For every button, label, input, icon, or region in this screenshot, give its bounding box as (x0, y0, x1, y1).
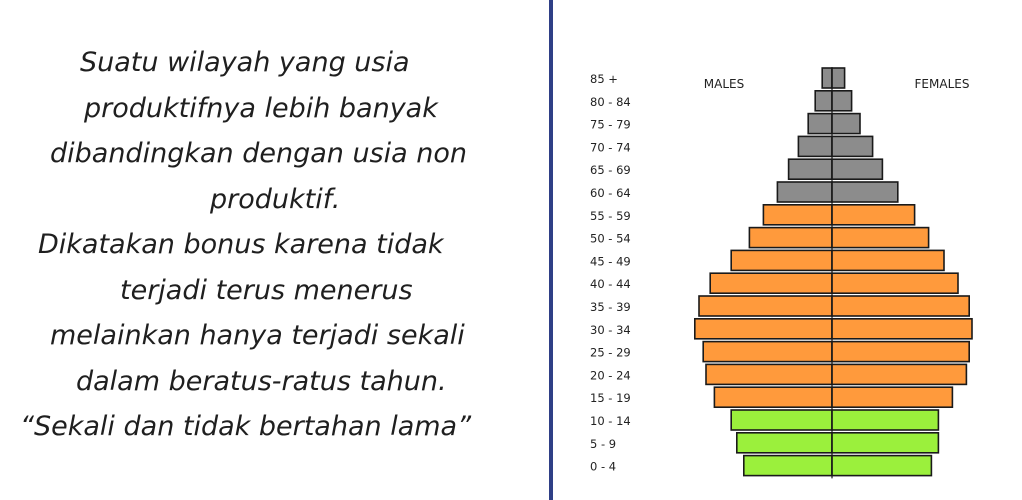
age-label-9: 40 - 44 (590, 277, 631, 291)
age-label-17: 0 - 4 (590, 460, 616, 474)
bar-females-1 (831, 90, 853, 112)
text-line-4: produktif. (210, 183, 341, 215)
bar-males-5 (776, 181, 833, 203)
bar-females-11 (831, 317, 973, 340)
bar-females-0 (831, 67, 846, 89)
bar-females-4 (831, 158, 884, 180)
bar-males-2 (807, 112, 833, 135)
age-label-13: 20 - 24 (590, 368, 631, 382)
bar-males-7 (748, 226, 833, 249)
bar-males-8 (730, 249, 833, 272)
text-line-5: Dikatakan bonus karena tidak (38, 229, 444, 260)
bar-males-6 (762, 204, 833, 226)
bar-males-14 (713, 386, 833, 409)
bar-females-5 (831, 181, 899, 203)
bar-males-16 (736, 431, 833, 454)
bar-males-17 (743, 454, 833, 477)
age-label-1: 80 - 84 (590, 95, 631, 109)
bar-females-9 (831, 272, 959, 295)
age-label-8: 45 - 49 (590, 254, 631, 268)
bar-males-1 (814, 90, 833, 112)
age-label-12: 25 - 29 (590, 346, 631, 360)
age-label-10: 35 - 39 (590, 300, 631, 314)
age-label-6: 55 - 59 (590, 209, 631, 223)
age-label-16: 5 - 9 (590, 437, 616, 451)
population-pyramid-chart: MALES FEMALES 85 + 80 - 84 75 - 79 70 - 74 65 … (590, 67, 973, 479)
bar-females-17 (831, 454, 933, 477)
bar-females-7 (831, 226, 930, 249)
text-line-7: melainkan hanya terjadi sekali (50, 320, 465, 351)
bar-females-12 (831, 340, 970, 363)
text-line-1: Suatu wilayah yang usia (80, 47, 410, 78)
bar-males-0 (821, 67, 833, 89)
description-text: Suatu wilayah yang usia produktifnya lebi… (20, 40, 540, 450)
age-label-14: 15 - 19 (590, 391, 631, 405)
bar-females-14 (831, 386, 954, 409)
age-label-4: 65 - 69 (590, 163, 631, 177)
text-line-6: terjadi terus menerus (120, 274, 413, 306)
label-females: FEMALES (915, 77, 970, 91)
bar-females-16 (831, 431, 940, 454)
bar-males-13 (705, 363, 833, 386)
bar-females-15 (831, 409, 940, 431)
bar-females-8 (831, 249, 945, 272)
vertical-divider (549, 0, 553, 500)
age-label-7: 50 - 54 (590, 232, 631, 246)
age-label-2: 75 - 79 (590, 118, 631, 132)
age-label-3: 70 - 74 (590, 140, 631, 154)
bar-males-15 (730, 409, 833, 431)
bar-females-10 (831, 295, 970, 317)
text-line-8: dalam beratus-ratus tahun. (76, 365, 447, 397)
text-line-2: produktifnya lebih banyak (84, 92, 438, 124)
text-line-3: dibandingkan dengan usia non (50, 138, 467, 169)
bar-females-13 (831, 363, 968, 386)
bar-males-10 (698, 295, 833, 317)
bar-females-3 (831, 135, 874, 158)
bar-males-4 (787, 158, 833, 180)
bar-males-9 (709, 272, 833, 295)
label-males: MALES (704, 77, 744, 91)
text-line-9: “Sekali dan tidak bertahan lama” (20, 411, 472, 442)
bar-males-12 (702, 340, 833, 363)
bar-females-2 (831, 112, 861, 135)
bar-males-11 (694, 317, 833, 340)
bar-females-6 (831, 204, 916, 226)
age-label-5: 60 - 64 (590, 186, 631, 200)
age-label-11: 30 - 34 (590, 323, 631, 337)
age-label-0: 85 + (590, 72, 618, 86)
age-label-15: 10 - 14 (590, 414, 631, 428)
bar-males-3 (797, 135, 833, 158)
